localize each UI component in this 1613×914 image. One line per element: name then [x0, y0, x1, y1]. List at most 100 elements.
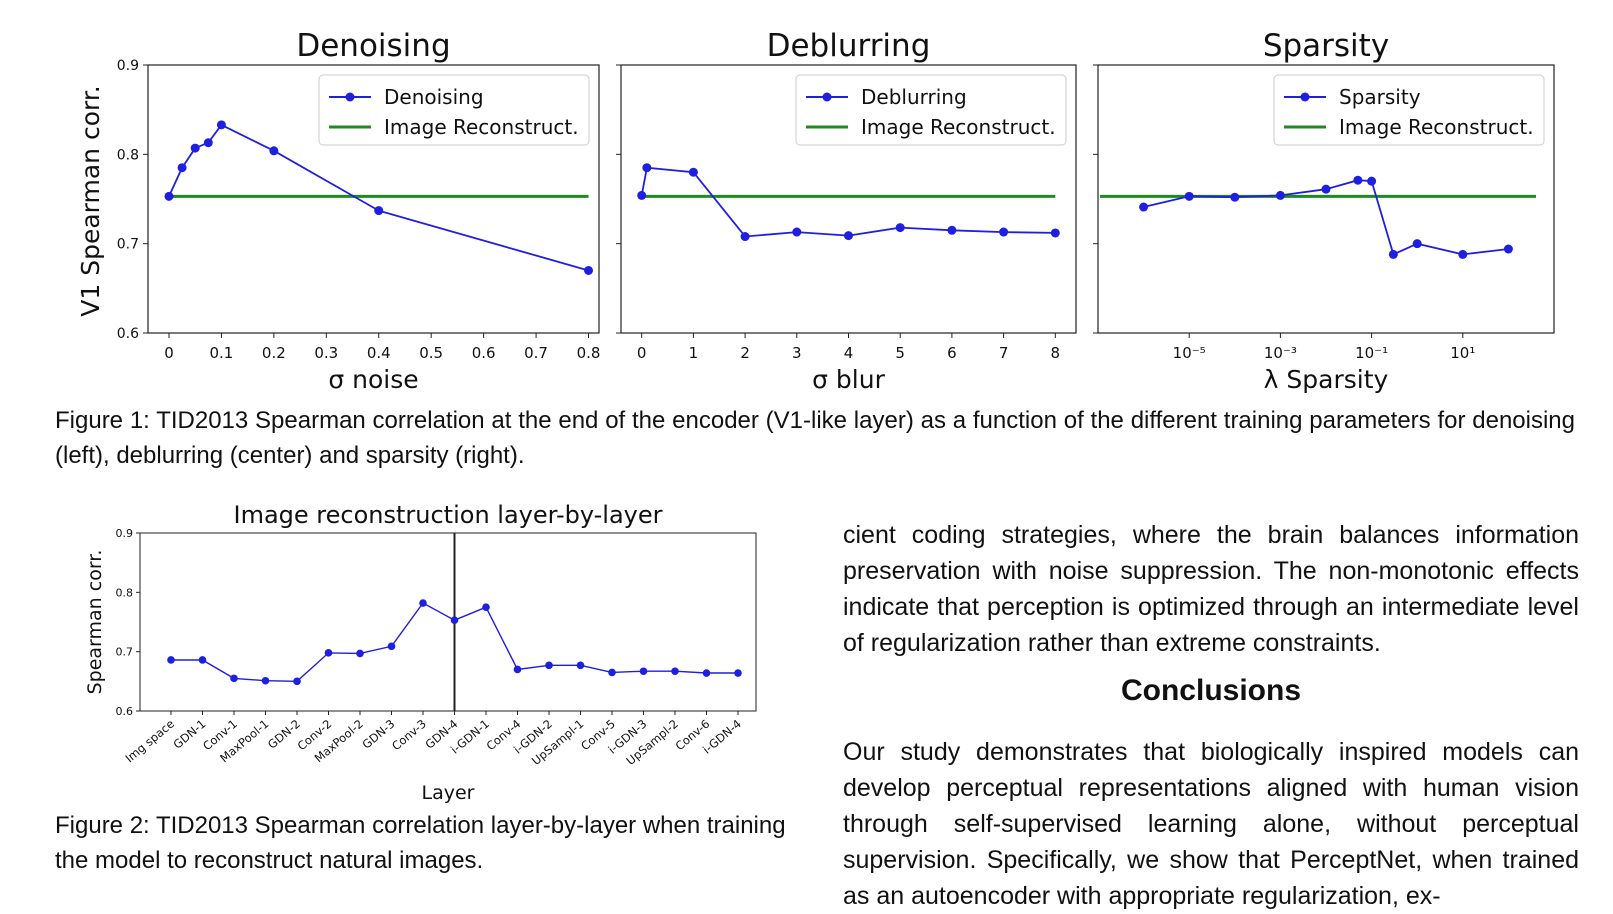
y-tick-label: 0.7: [117, 237, 139, 253]
data-point: [688, 167, 698, 177]
data-point: [1388, 249, 1398, 259]
data-point: [584, 265, 594, 275]
chart-title: Image reconstruction layer-by-layer: [234, 501, 663, 529]
data-point: [1503, 244, 1513, 254]
x-tick-label: 10⁻¹: [1355, 344, 1388, 362]
y-tick-label: 0.6: [117, 326, 139, 342]
data-point: [545, 661, 553, 670]
x-tick-label: 0.8: [577, 344, 601, 362]
data-point: [671, 667, 679, 676]
legend-series-marker: [822, 92, 832, 102]
figure-1-caption: Figure 1: TID2013 Spearman correlation a…: [55, 407, 1575, 469]
x-tick-label: 8: [1051, 344, 1061, 362]
panel-title: Sparsity: [1263, 28, 1389, 64]
x-tick-label: 10¹: [1450, 344, 1475, 362]
section-heading-conclusions: Conclusions: [1120, 674, 1301, 707]
panel-title: Denoising: [296, 28, 450, 64]
data-point: [999, 227, 1009, 237]
x-tick-label: 1: [689, 344, 699, 362]
data-point: [1050, 228, 1060, 238]
x-tick-label: 0.7: [524, 344, 548, 362]
data-point: [1412, 239, 1422, 249]
data-point: [1367, 176, 1377, 186]
series-line: [640, 166, 1056, 238]
y-axis-label: V1 Spearman corr.: [76, 85, 105, 317]
legend-reference-label: Image Reconstruct.: [1339, 115, 1534, 139]
figure-2-caption: Figure 2: TID2013 Spearman correlation l…: [55, 812, 786, 874]
plot-frame: [1097, 64, 1555, 334]
data-point: [269, 146, 279, 156]
y-tick-label: 0.6: [116, 705, 134, 718]
x-tick-label: 7: [999, 344, 1009, 362]
x-tick-label: 0.1: [209, 344, 233, 362]
data-point: [576, 661, 585, 670]
y-tick-label: 0.9: [117, 58, 139, 74]
x-axis-label: λ Sparsity: [1264, 365, 1389, 394]
x-axis-label: Layer: [422, 782, 475, 804]
data-point: [293, 677, 301, 686]
plot-frame: [147, 64, 600, 334]
legend-box: [795, 74, 1067, 146]
panel-deblurring: Deblurring 0 1 2 3 4 5 6 7 8 σ blur Deblurring Image…: [616, 28, 1077, 394]
data-point: [387, 642, 396, 651]
legend-box: [1273, 74, 1545, 146]
x-tick-label: 10⁻³: [1264, 344, 1297, 362]
x-tick-label: 0.6: [472, 344, 496, 362]
data-point: [639, 667, 648, 676]
data-point: [637, 190, 647, 200]
data-point: [844, 231, 853, 241]
panel-title: Deblurring: [767, 28, 931, 64]
figure-1: Denoising 0.6 0.7 0.8 0.9 0 0.1 0.2 0.3 0.4 0.5 0.6…: [76, 28, 1555, 394]
legend-reference-label: Image Reconstruct.: [861, 115, 1056, 139]
x-axis-label: σ noise: [328, 365, 418, 394]
data-point: [513, 665, 522, 674]
x-tick-label: Img space: [123, 717, 177, 766]
x-tick-label: 0: [164, 344, 174, 362]
data-point: [740, 232, 750, 242]
data-point: [895, 223, 905, 233]
legend-reference-label: Image Reconstruct.: [384, 115, 579, 139]
data-point: [419, 599, 427, 607]
legend-series-marker: [1300, 92, 1310, 102]
data-point: [203, 138, 213, 148]
data-point: [374, 206, 384, 216]
data-point: [198, 656, 207, 664]
data-point: [230, 674, 238, 683]
data-point: [1353, 175, 1363, 185]
data-point: [450, 616, 459, 625]
data-point: [167, 656, 175, 664]
x-tick-label: 10⁻⁵: [1173, 344, 1206, 362]
x-tick-label: 6: [947, 344, 957, 362]
legend-series-label: Denoising: [384, 85, 484, 109]
legend-box: [318, 74, 590, 146]
x-tick-label: 2: [740, 344, 750, 362]
y-axis-label: Spearman corr.: [84, 550, 106, 695]
x-tick-label: 5: [895, 344, 905, 362]
x-tick-label: 0.2: [262, 344, 286, 362]
x-tick-label: 3: [792, 344, 802, 362]
data-point: [356, 649, 364, 658]
data-point: [216, 120, 226, 130]
body-paragraph: cient coding strategies, where the brain…: [843, 521, 1579, 657]
conclusions-paragraph: Our study demonstrates that biologically…: [843, 738, 1579, 910]
data-point: [1321, 184, 1331, 194]
data-point: [177, 163, 187, 173]
x-tick-label: 0.3: [314, 344, 338, 362]
data-point: [608, 668, 616, 677]
legend-series-label: Sparsity: [1339, 85, 1421, 109]
data-point: [947, 225, 957, 235]
figure-2: Image reconstruction layer-by-layer 0.6 0.…: [84, 501, 757, 804]
data-point: [1458, 249, 1468, 259]
y-tick-label: 0.8: [116, 586, 134, 599]
data-point: [702, 669, 711, 677]
y-tick-label: 0.7: [116, 646, 134, 659]
data-point: [190, 143, 200, 153]
panel-denoising: Denoising 0.6 0.7 0.8 0.9 0 0.1 0.2 0.3 0.4 0.5 0.6…: [117, 28, 601, 394]
y-tick-label: 0.9: [116, 527, 134, 540]
plot-frame: [139, 532, 757, 712]
x-tick-label: Conv-3: [389, 717, 429, 754]
x-axis-label: σ blur: [812, 365, 885, 394]
data-point: [324, 649, 333, 657]
data-point: [642, 163, 652, 173]
